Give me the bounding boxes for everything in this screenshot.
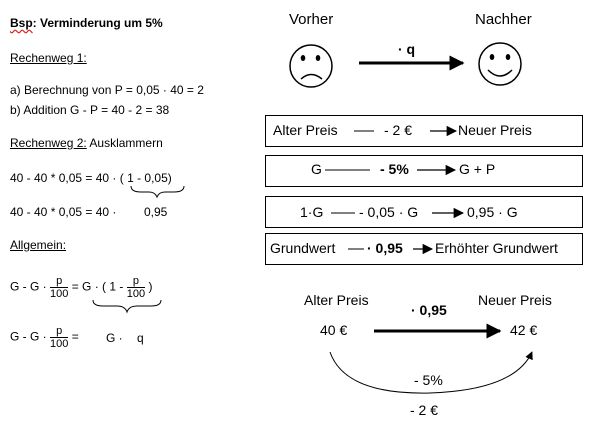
frac-num: p	[132, 275, 139, 287]
fraction-p-over-100-inner: p 100	[126, 275, 146, 300]
box4-right: Erhöhter Grundwert	[435, 240, 558, 256]
minus-percent: - 5%	[414, 372, 443, 388]
title-prefix: Bsp	[10, 16, 33, 30]
nachher-label: Nachher	[475, 11, 532, 28]
general-formula-1: G - G · p 100 = G · ( 1 - p 100 )	[10, 275, 152, 300]
alter-preis-label: Alter Preis	[304, 292, 369, 308]
allgemein-heading: Allgemein:	[10, 238, 67, 252]
fraction-p-over-100: p 100	[50, 275, 69, 300]
curved-arrow	[329, 351, 533, 394]
equation-2: 40 - 40 * 0,05 = 40 ·	[10, 205, 117, 219]
box2-mid: - 5%	[380, 161, 409, 177]
sad-face-icon	[289, 44, 333, 88]
frac-num: p	[56, 325, 63, 337]
box-g-gp	[265, 155, 583, 187]
happy-face-icon	[478, 42, 522, 86]
gen1-b: = G · ( 1 -	[71, 279, 124, 294]
factor-q: · q	[398, 41, 416, 57]
frac-den: 100	[50, 287, 69, 300]
example-title: Bsp: Verminderung um 5%	[10, 16, 163, 30]
rechenweg-2-rest: Ausklammern	[86, 136, 163, 150]
box-grundwert	[265, 233, 583, 265]
brace-gen1	[92, 299, 162, 314]
multiplier-095: · 0,95	[411, 302, 447, 318]
neuer-preis-label: Neuer Preis	[478, 292, 552, 308]
rechenweg-1-heading: Rechenweg 1:	[10, 51, 87, 65]
new-value: 42 €	[510, 322, 538, 338]
box4-left: Grundwert	[270, 240, 336, 256]
box1-right: Neuer Preis	[458, 122, 532, 138]
frac-num: p	[56, 275, 63, 287]
minus-euro: - 2 €	[410, 402, 439, 418]
frac-den: 100	[126, 287, 146, 300]
step-b: b) Addition G - P = 40 - 2 = 38	[10, 103, 170, 117]
general-formula-2: G - G · p 100 =	[10, 325, 79, 350]
gen2-g: G ·	[106, 331, 123, 345]
gen2-q: q	[137, 331, 144, 345]
eq1-inner: 1 - 0,05)	[123, 171, 172, 185]
equation-1: 40 - 40 * 0,05 = 40 · ( 1 - 0,05)	[10, 171, 172, 185]
box2-right: G + P	[459, 161, 496, 177]
box3-right: 0,95 · G	[467, 204, 518, 220]
step-a: a) Berechnung von P = 0,05 · 40 = 2	[10, 83, 204, 97]
rechenweg-2-label: Rechenweg 2:	[10, 136, 87, 150]
fraction-p-over-100-2: p 100	[50, 325, 69, 350]
eq1-left: 40 - 40 * 0,05 = 40 · (	[10, 171, 124, 185]
gen1-c: )	[148, 279, 153, 294]
box-alter-neuer-preis	[265, 115, 583, 147]
box1-left: Alter Preis	[273, 122, 338, 138]
gen2-b: =	[71, 329, 79, 344]
box3-left: 1·G	[300, 204, 324, 220]
equation-2-result: 0,95	[144, 205, 168, 219]
vorher-label: Vorher	[289, 11, 334, 28]
brace-eq1	[130, 185, 185, 199]
box4-mid: · 0,95	[367, 240, 403, 256]
box2-left: G	[311, 161, 322, 177]
rechenweg-2-heading: Rechenweg 2: Ausklammern	[10, 136, 163, 150]
box-1g-095g	[265, 196, 583, 228]
box3-mid: - 0,05 · G	[359, 204, 419, 220]
gen2-a: G - G ·	[10, 329, 47, 344]
frac-den: 100	[50, 337, 69, 350]
old-value: 40 €	[320, 322, 348, 338]
box1-mid: - 2 €	[384, 122, 413, 138]
title-rest: : Verminderung um 5%	[32, 16, 163, 30]
gen1-a: G - G ·	[10, 279, 47, 294]
